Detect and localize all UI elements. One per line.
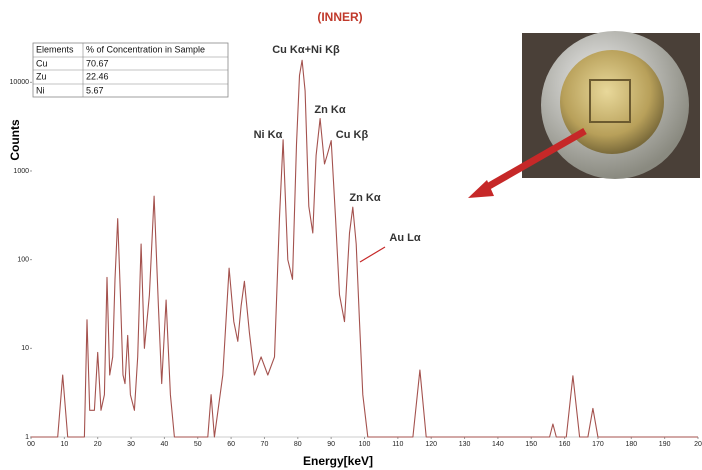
x-tick-label: 120 (425, 441, 437, 448)
table-cell: Cu (36, 58, 48, 68)
x-tick-label: 90 (327, 441, 335, 448)
y-tick-label: 10 (21, 345, 29, 352)
annotation: Cu Kβ (336, 129, 369, 141)
coin-photo (522, 31, 700, 179)
annotation: Zn Kα (314, 104, 345, 116)
x-tick-label: 130 (459, 441, 471, 448)
y-tick-label: 1 (25, 434, 29, 441)
arrow-head (468, 180, 494, 198)
spectrum-line (31, 59, 698, 438)
table-cell: Zu (36, 71, 47, 81)
x-tick-label: 40 (161, 441, 169, 448)
x-axis-label: Energy[keV] (303, 454, 373, 468)
data-table: Elements % of Concentration in Sample Cu… (32, 42, 229, 98)
x-tick-label: 160 (559, 441, 571, 448)
annotation: Zn Kα (349, 192, 380, 204)
x-tick-label: 190 (659, 441, 671, 448)
x-tick-label: 60 (227, 441, 235, 448)
y-tick-label: 100 (17, 256, 29, 263)
x-tick-label: 180 (625, 441, 637, 448)
x-tick-label: 00 (27, 441, 35, 448)
table-header: % of Concentration in Sample (86, 44, 205, 54)
annotation: Ni Kα (254, 129, 283, 141)
x-tick-label: 20 (94, 441, 102, 448)
x-tick-label: 30 (127, 441, 135, 448)
table-cell: 70.67 (86, 58, 109, 68)
x-tick-label: 50 (194, 441, 202, 448)
x-tick-label: 140 (492, 441, 504, 448)
annotation: Cu Kα+Ni Kβ (272, 44, 340, 56)
table-cell: Ni (36, 85, 45, 95)
table-cell: 22.46 (86, 71, 109, 81)
x-tick-label: 20 (694, 441, 702, 448)
chart-title: (INNER) (317, 10, 362, 24)
x-tick-label: 170 (592, 441, 604, 448)
y-tick-label: 1000 (13, 168, 29, 175)
annotation-arrow (359, 246, 386, 263)
arrow (480, 127, 587, 194)
x-tick-label: 70 (261, 441, 269, 448)
x-tick-label: 10 (60, 441, 68, 448)
x-tick-label: 100 (359, 441, 371, 448)
x-tick-label: 110 (392, 441, 403, 448)
table-cell: 5.67 (86, 85, 104, 95)
annotation: Au Lα (389, 232, 420, 244)
y-tick-label: 10000 (10, 79, 30, 86)
x-tick-label: 80 (294, 441, 302, 448)
table-header: Elements (36, 44, 74, 54)
y-axis-label: Counts (8, 119, 22, 161)
x-tick-label: 150 (525, 441, 537, 448)
